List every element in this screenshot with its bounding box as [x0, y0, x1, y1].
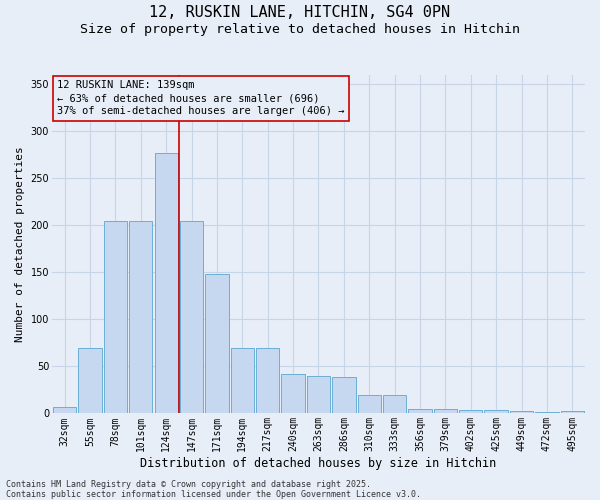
Bar: [409, 408, 431, 414]
Bar: [104, 220, 127, 414]
Bar: [79, 348, 102, 414]
Bar: [281, 374, 305, 414]
Bar: [155, 153, 178, 413]
Bar: [560, 410, 584, 414]
Bar: [484, 410, 508, 414]
Bar: [129, 220, 152, 414]
Bar: [53, 407, 76, 414]
Bar: [383, 394, 406, 413]
Bar: [535, 412, 559, 414]
X-axis label: Distribution of detached houses by size in Hitchin: Distribution of detached houses by size …: [140, 457, 497, 470]
Bar: [332, 377, 356, 414]
Bar: [434, 408, 457, 414]
Bar: [358, 394, 381, 413]
Bar: [180, 220, 203, 414]
Y-axis label: Number of detached properties: Number of detached properties: [15, 146, 25, 342]
Bar: [205, 274, 229, 413]
Text: Contains HM Land Registry data © Crown copyright and database right 2025.
Contai: Contains HM Land Registry data © Crown c…: [6, 480, 421, 499]
Bar: [256, 348, 280, 414]
Bar: [307, 376, 330, 414]
Bar: [510, 410, 533, 414]
Bar: [230, 348, 254, 414]
Text: 12 RUSKIN LANE: 139sqm
← 63% of detached houses are smaller (696)
37% of semi-de: 12 RUSKIN LANE: 139sqm ← 63% of detached…: [57, 80, 345, 116]
Bar: [459, 410, 482, 414]
Text: Size of property relative to detached houses in Hitchin: Size of property relative to detached ho…: [80, 22, 520, 36]
Text: 12, RUSKIN LANE, HITCHIN, SG4 0PN: 12, RUSKIN LANE, HITCHIN, SG4 0PN: [149, 5, 451, 20]
